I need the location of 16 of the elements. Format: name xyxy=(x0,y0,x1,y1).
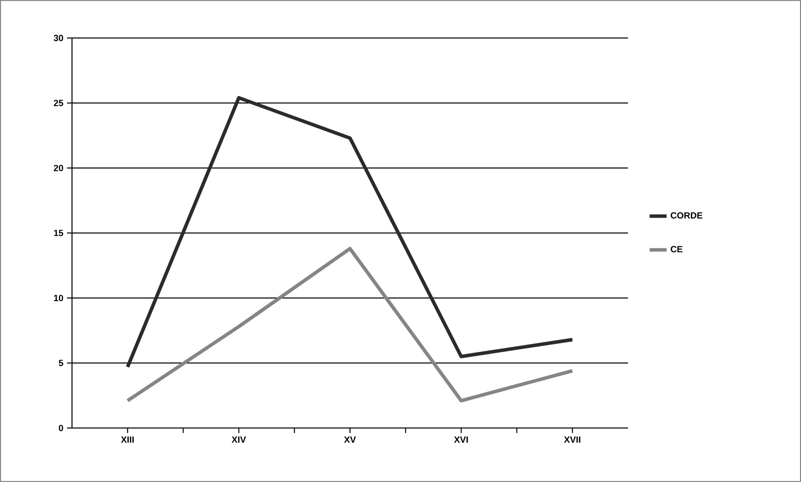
y-tick-label: 25 xyxy=(54,100,64,106)
line-series xyxy=(126,96,574,369)
line-series xyxy=(126,246,574,402)
y-tick-label: 20 xyxy=(54,164,64,172)
y-tick-label: 10 xyxy=(54,294,64,302)
x-tick-label: XVII xyxy=(564,436,580,443)
legend-label: CE xyxy=(670,246,682,252)
y-tick-label: 0 xyxy=(58,424,64,432)
x-tick-label: XVI xyxy=(454,436,468,443)
legend-label: CORDE xyxy=(670,212,702,219)
y-tick-label: 30 xyxy=(54,34,64,42)
y-tick-label: 5 xyxy=(58,360,64,366)
y-tick-label: 15 xyxy=(54,230,64,236)
x-tick-label: XV xyxy=(344,436,356,443)
x-tick-label: XIII xyxy=(120,436,134,443)
x-tick-label: XIV xyxy=(232,436,246,443)
